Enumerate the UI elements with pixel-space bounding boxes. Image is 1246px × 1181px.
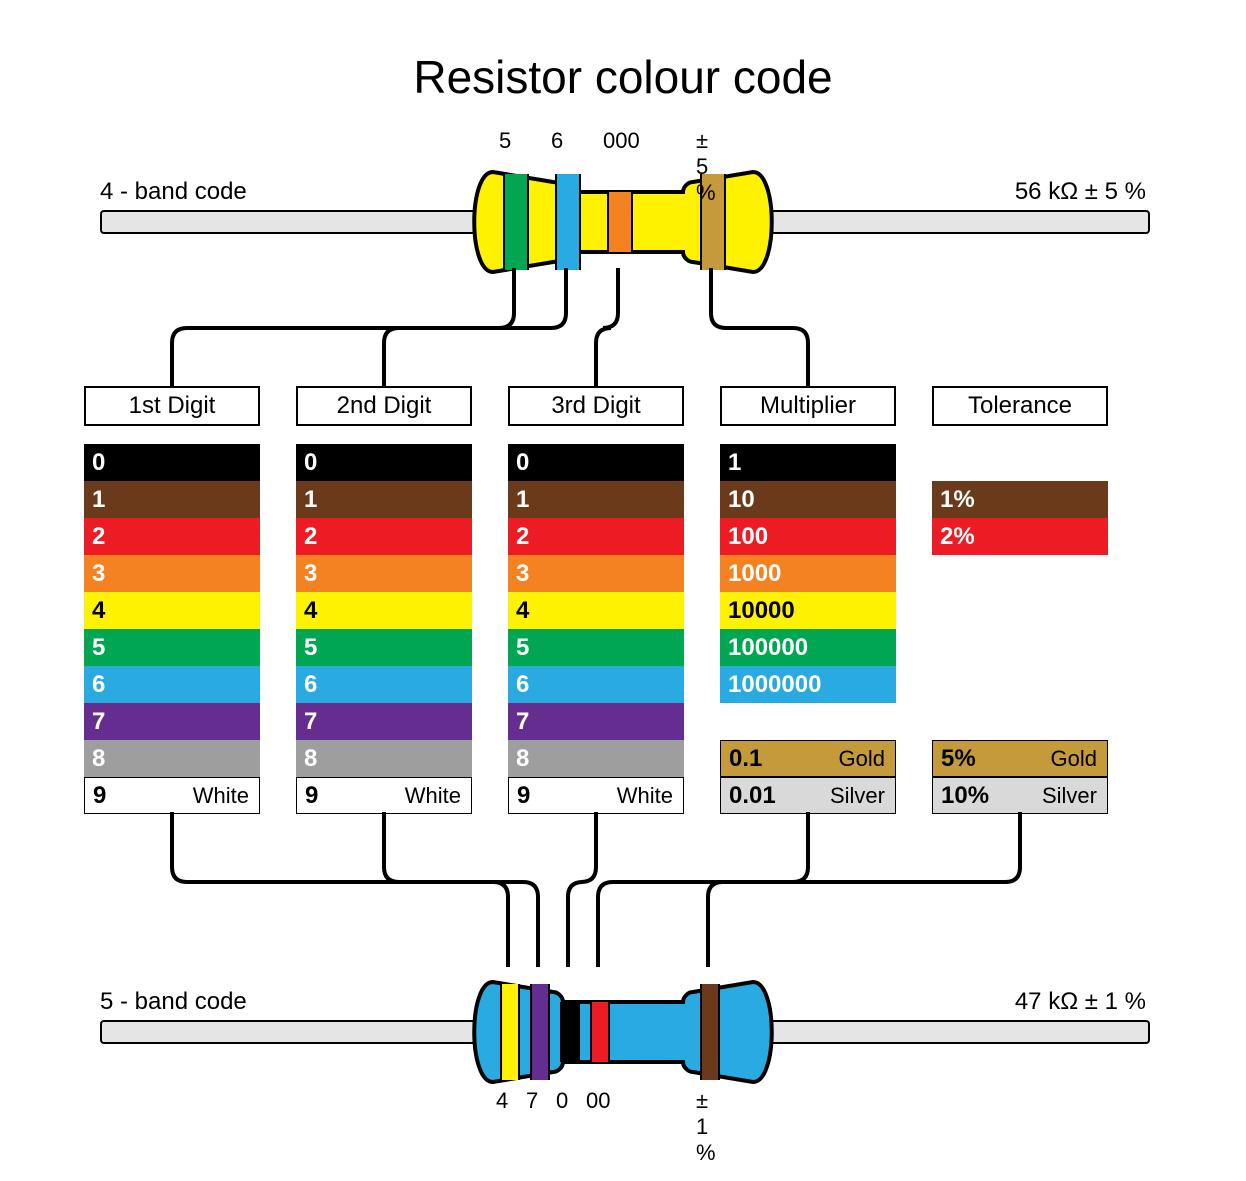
- band-label: 7: [526, 1088, 538, 1114]
- color-cell-silver: 0.01Silver: [720, 777, 896, 814]
- color-cell-brown: 1: [84, 481, 260, 518]
- color-cell-violet: 7: [296, 703, 472, 740]
- color-cell-orange: 3: [508, 555, 684, 592]
- band-yellow: [500, 984, 520, 1080]
- color-cell-red: 2: [508, 518, 684, 555]
- column-2: 3rd Digit 0123456789White: [508, 386, 684, 814]
- color-cell-violet: 7: [508, 703, 684, 740]
- column-header: 2nd Digit: [296, 386, 472, 426]
- band-label: 0: [556, 1088, 568, 1114]
- color-cell-yellow: 4: [84, 592, 260, 629]
- color-cell-orange: 3: [84, 555, 260, 592]
- band-black: [560, 1002, 580, 1062]
- band-red: [590, 1002, 610, 1062]
- color-cell-black: 0: [84, 444, 260, 481]
- column-1: 2nd Digit 0123456789White: [296, 386, 472, 814]
- color-cell-blue: 6: [84, 666, 260, 703]
- bottom-resistor: 5 - band code 47 kΩ ± 1 % 47000± 1 %: [0, 960, 1246, 1100]
- color-cell-blue: 6: [296, 666, 472, 703]
- color-cell-yellow: 4: [296, 592, 472, 629]
- color-cell-orange: 1000: [720, 555, 896, 592]
- column-header: Multiplier: [720, 386, 896, 426]
- color-cell-red: 2: [84, 518, 260, 555]
- bottom-resistor-label-left: 5 - band code: [100, 988, 247, 1016]
- color-cell-yellow: 4: [508, 592, 684, 629]
- color-cell-gold: 5%Gold: [932, 740, 1108, 777]
- color-cell-yellow: 10000: [720, 592, 896, 629]
- column-0: 1st Digit 0123456789White: [84, 386, 260, 814]
- column-header: 3rd Digit: [508, 386, 684, 426]
- band-orange: [607, 192, 633, 252]
- band-label: 000: [603, 128, 640, 154]
- band-label: 6: [551, 128, 563, 154]
- color-cell-orange: 3: [296, 555, 472, 592]
- band-label: ± 1 %: [696, 1088, 716, 1166]
- color-cell-white: 9White: [296, 777, 472, 814]
- column-header: 1st Digit: [84, 386, 260, 426]
- band-label: ± 5 %: [696, 128, 716, 206]
- color-cell-gold: 0.1Gold: [720, 740, 896, 777]
- bottom-resistor-label-right: 47 kΩ ± 1 %: [1015, 988, 1146, 1016]
- color-cell-black: 1: [720, 444, 896, 481]
- band-brown: [700, 984, 720, 1080]
- color-cell-silver: 10%Silver: [932, 777, 1108, 814]
- column-4: Tolerance 1%2% 5%Gold10%Silver: [932, 386, 1108, 814]
- color-cell-green: 100000: [720, 629, 896, 666]
- band-violet: [530, 984, 550, 1080]
- color-cell-white: 9White: [84, 777, 260, 814]
- connectors-bottom: [0, 812, 1246, 982]
- top-resistor-label-left: 4 - band code: [100, 178, 247, 206]
- color-cell-red: 2%: [932, 518, 1108, 555]
- column-3: Multiplier 1101001000100001000001000000 0.…: [720, 386, 896, 814]
- color-cell-black: 0: [296, 444, 472, 481]
- band-label: 4: [496, 1088, 508, 1114]
- color-cell-grey: 8: [84, 740, 260, 777]
- color-cell-red: 2: [296, 518, 472, 555]
- color-cell-green: 5: [84, 629, 260, 666]
- color-cell-violet: 7: [84, 703, 260, 740]
- color-cell-red: 100: [720, 518, 896, 555]
- band-label: 5: [499, 128, 511, 154]
- color-cell-brown: 1: [508, 481, 684, 518]
- page-title: Resistor colour code: [0, 50, 1246, 104]
- band-blue: [555, 174, 581, 270]
- top-resistor-label-right: 56 kΩ ± 5 %: [1015, 178, 1146, 206]
- color-cell-brown: 10: [720, 481, 896, 518]
- color-cell-green: 5: [296, 629, 472, 666]
- color-cell-black: 0: [508, 444, 684, 481]
- color-cell-green: 5: [508, 629, 684, 666]
- color-code-columns: 1st Digit0123456789White2nd Digit0123456…: [84, 386, 1108, 814]
- color-cell-white: 9White: [508, 777, 684, 814]
- color-cell-grey: 8: [296, 740, 472, 777]
- band-green: [503, 174, 529, 270]
- band-label: 00: [586, 1088, 610, 1114]
- color-cell-blue: 1000000: [720, 666, 896, 703]
- color-cell-brown: 1: [296, 481, 472, 518]
- color-cell-grey: 8: [508, 740, 684, 777]
- column-header: Tolerance: [932, 386, 1108, 426]
- color-cell-blue: 6: [508, 666, 684, 703]
- color-cell-brown: 1%: [932, 481, 1108, 518]
